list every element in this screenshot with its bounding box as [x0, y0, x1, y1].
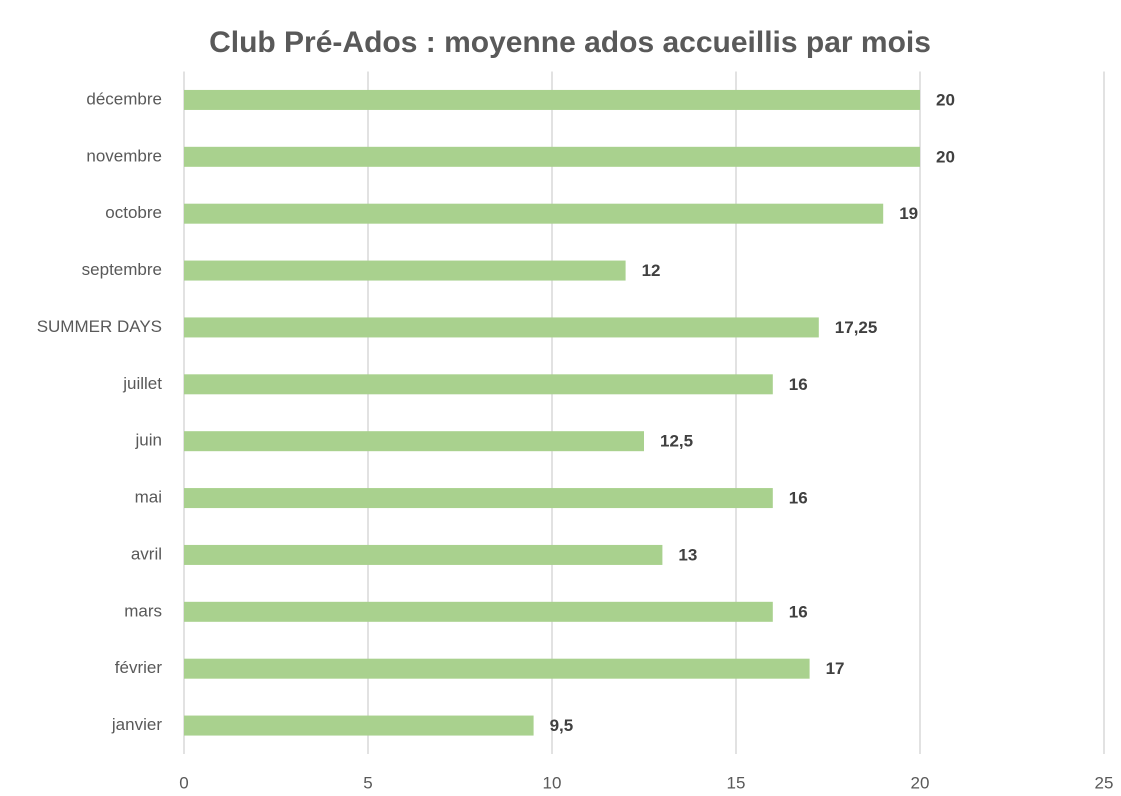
value-label: 20: [936, 90, 955, 109]
x-tick-label: 20: [911, 773, 930, 792]
bar: [184, 715, 534, 736]
chart-title: Club Pré-Ados : moyenne ados accueillis …: [209, 26, 931, 59]
y-tick-label: septembre: [82, 260, 162, 279]
value-label: 16: [789, 489, 808, 508]
y-tick-label: mars: [124, 601, 162, 620]
y-tick-label: mai: [135, 488, 162, 507]
value-label: 13: [678, 545, 697, 564]
value-label: 16: [789, 375, 808, 394]
bar: [184, 260, 626, 281]
bar: [184, 203, 884, 224]
value-label: 17,25: [835, 318, 878, 337]
y-tick-label: janvier: [111, 715, 162, 734]
y-tick-label: avril: [131, 544, 162, 563]
bar: [184, 374, 773, 395]
x-tick-label: 15: [727, 773, 746, 792]
x-tick-label: 10: [543, 773, 562, 792]
y-tick-label: novembre: [86, 146, 162, 165]
value-label: 12,5: [660, 432, 693, 451]
bar: [184, 544, 663, 565]
bar: [184, 146, 920, 167]
value-label: 20: [936, 147, 955, 166]
bar: [184, 658, 810, 679]
value-label: 12: [642, 261, 661, 280]
y-tick-label: décembre: [86, 89, 162, 108]
value-label: 17: [826, 659, 845, 678]
bar: [184, 488, 773, 509]
value-label: 9,5: [550, 716, 574, 735]
x-tick-label: 5: [363, 773, 372, 792]
x-tick-label: 0: [179, 773, 188, 792]
bar: [184, 601, 773, 622]
y-tick-label: février: [115, 658, 163, 677]
y-tick-label: octobre: [105, 203, 162, 222]
y-tick-label: juillet: [122, 374, 162, 393]
bar: [184, 317, 819, 338]
value-label: 16: [789, 602, 808, 621]
bar: [184, 431, 644, 452]
x-tick-label: 25: [1095, 773, 1114, 792]
y-tick-label: SUMMER DAYS: [37, 317, 162, 336]
value-label: 19: [899, 204, 918, 223]
bar: [184, 89, 920, 110]
y-tick-label: juin: [135, 431, 162, 450]
